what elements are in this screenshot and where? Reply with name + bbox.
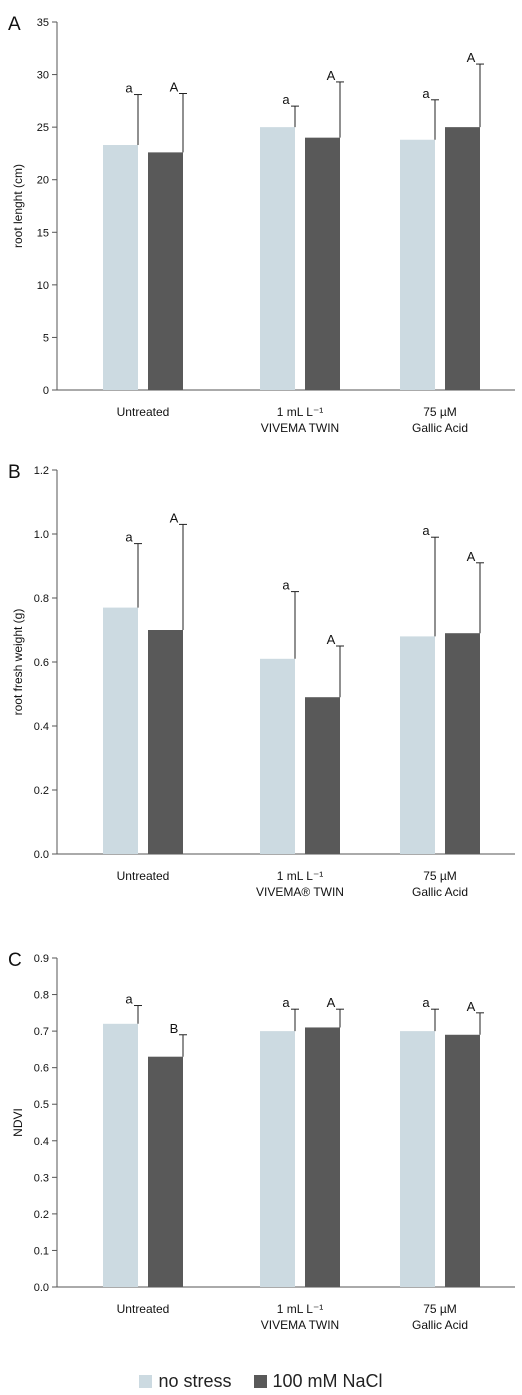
y-axis-title: root fresh weight (g) [11,609,25,716]
x-tick-label: VIVEMA TWIN [261,421,339,435]
significance-letter: A [327,995,336,1010]
chart-panel-a: A 0 5 10 15 20 25 30 35 root lenght (cm) a A Untreat… [8,14,515,435]
x-tick-label: VIVEMA TWIN [261,1318,339,1332]
chart-legend: no stress 100 mM NaCl [0,1368,522,1394]
y-tick-label: 0.4 [34,721,49,733]
significance-letter: a [422,86,430,101]
y-tick-label: 30 [37,70,49,82]
y-tick-label: 0.6 [34,657,49,669]
y-tick-label: 0.0 [34,1282,49,1294]
legend-label-nacl: 100 mM NaCl [272,1370,383,1391]
y-tick-label: 0 [43,385,49,397]
x-tick-label: 1 mL L⁻¹ [277,405,324,419]
bar-nacl [148,630,183,854]
x-tick-label: 75 µM [423,1302,457,1316]
bar-no-stress [400,636,435,854]
bar-nacl [445,1034,480,1287]
y-tick-label: 0.8 [34,593,49,605]
bar-no-stress [103,607,138,854]
bar-no-stress [260,127,295,391]
significance-letter: a [282,578,290,593]
y-tick-label: 0.2 [34,785,49,797]
significance-letter: a [282,995,290,1010]
y-tick-label: 0.1 [34,1245,49,1257]
y-tick-label: 5 [43,332,49,344]
bar-no-stress [400,1031,435,1287]
y-tick-label: 0.9 [34,953,49,965]
x-tick-label: 75 µM [423,869,457,883]
y-tick-label: 1.0 [34,529,49,541]
y-tick-label: 0.2 [34,1209,49,1221]
x-tick-label: Gallic Acid [412,421,468,435]
panel-letter: B [8,462,21,483]
x-tick-label: VIVEMA® TWIN [256,885,344,899]
y-tick-label: 10 [37,280,49,292]
chart-panel-c: C 0.0 0.1 0.2 0.3 0.4 0.5 0.6 0.7 0.8 0.9 NDVI a B Unt… [8,950,515,1332]
legend-label-no-stress: no stress [158,1370,232,1391]
bar-no-stress [103,145,138,390]
bar-nacl [305,1027,340,1287]
y-tick-label: 0.6 [34,1063,49,1075]
significance-letter: a [422,995,430,1010]
bar-no-stress [260,1031,295,1287]
bar-nacl [148,152,183,390]
significance-letter: A [327,632,336,647]
legend-swatch-nacl [253,1374,267,1388]
x-tick-label: Gallic Acid [412,885,468,899]
y-tick-label: 25 [37,122,49,134]
significance-letter: a [125,530,133,545]
chart-panel-b: B 0.0 0.2 0.4 0.6 0.8 1.0 1.2 root fresh weight … [8,462,515,899]
x-tick-label: Untreated [117,405,170,419]
significance-letter: a [125,992,133,1007]
bar-nacl [305,697,340,854]
significance-letter: A [327,68,336,83]
significance-letter: A [170,79,179,94]
y-tick-label: 0.3 [34,1172,49,1184]
y-tick-label: 20 [37,175,49,187]
bar-nacl [445,127,480,391]
y-tick-label: 0.8 [34,990,49,1002]
significance-letter: A [170,510,179,525]
y-tick-label: 35 [37,17,49,29]
x-tick-label: Untreated [117,1302,170,1316]
significance-letter: A [467,549,476,564]
y-axis-title: root lenght (cm) [11,164,25,248]
bar-nacl [148,1056,183,1287]
bar-no-stress [103,1023,138,1287]
x-tick-label: Gallic Acid [412,1318,468,1332]
y-tick-label: 0.5 [34,1099,49,1111]
x-tick-label: 1 mL L⁻¹ [277,869,324,883]
legend-item-nacl: 100 mM NaCl [253,1370,383,1392]
y-tick-label: 15 [37,227,49,239]
significance-letter: B [170,1021,179,1036]
panel-letter: C [8,950,22,971]
significance-letter: a [422,523,430,538]
x-tick-label: 75 µM [423,405,457,419]
y-tick-label: 0.4 [34,1136,49,1148]
bar-nacl [305,137,340,390]
significance-letter: A [467,50,476,65]
y-tick-label: 0.0 [34,849,49,861]
chart-figure: A 0 5 10 15 20 25 30 35 root lenght (cm) a A Untreat… [8,14,515,1332]
panel-letter: A [8,14,21,35]
significance-letter: a [125,81,133,96]
x-tick-label: 1 mL L⁻¹ [277,1302,324,1316]
y-tick-label: 1.2 [34,465,49,477]
legend-swatch-no-stress [139,1374,153,1388]
bar-no-stress [260,658,295,854]
significance-letter: A [467,999,476,1014]
significance-letter: a [282,92,290,107]
y-axis-title: NDVI [11,1108,25,1137]
legend-item-no-stress: no stress [139,1370,232,1392]
x-tick-label: Untreated [117,869,170,883]
bar-nacl [445,633,480,854]
y-tick-label: 0.7 [34,1026,49,1038]
bar-no-stress [400,139,435,390]
